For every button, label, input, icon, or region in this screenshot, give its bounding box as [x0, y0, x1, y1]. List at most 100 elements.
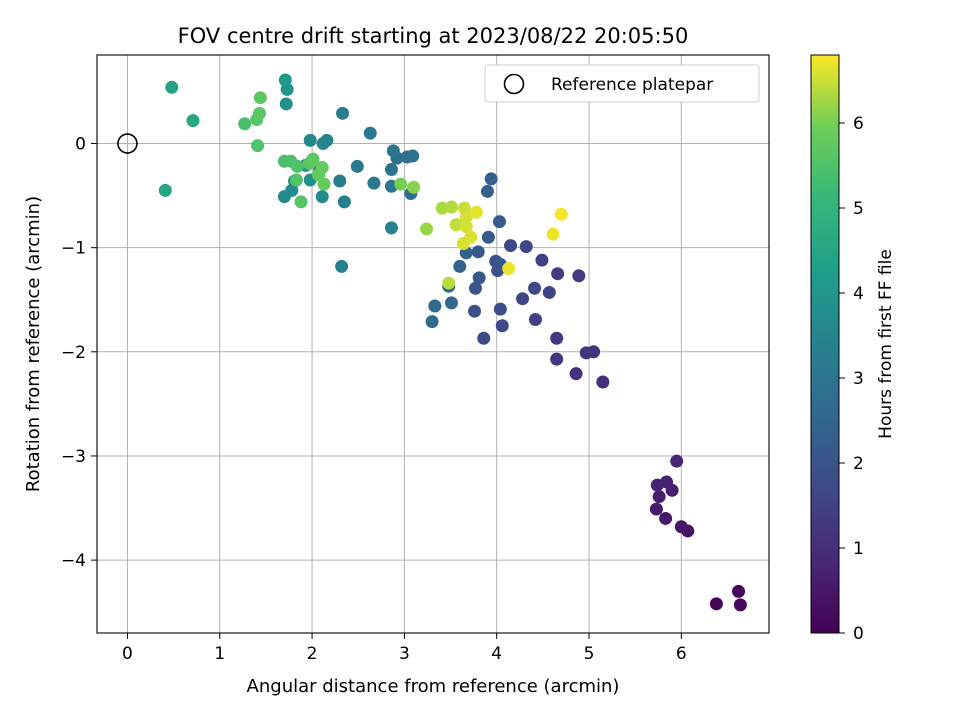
data-point — [459, 210, 473, 224]
data-point — [551, 267, 565, 281]
data-point — [502, 261, 516, 275]
data-point — [406, 149, 420, 163]
legend-reference-label: Reference platepar — [551, 75, 713, 95]
x-axis-ticks: 0 1 2 3 4 5 6 — [122, 633, 687, 664]
data-point — [294, 195, 308, 209]
data-point — [477, 331, 491, 345]
y-tick-label: −1 — [61, 239, 86, 259]
colorbar-label: Hours from first FF file — [876, 249, 896, 439]
data-point — [493, 302, 507, 316]
data-point — [472, 271, 486, 285]
data-point — [290, 159, 304, 173]
colorbar-ticks: 0 1 2 3 4 5 6 — [839, 114, 864, 644]
data-point — [317, 177, 331, 191]
data-point — [596, 375, 610, 389]
data-point — [733, 598, 747, 612]
data-point — [279, 97, 293, 111]
legend-reference-marker — [503, 73, 525, 95]
data-point — [303, 133, 317, 147]
x-tick-label: 6 — [676, 644, 687, 664]
data-point — [659, 511, 673, 525]
data-point — [238, 117, 252, 131]
colorbar-tick-label: 2 — [853, 454, 864, 474]
data-point — [158, 183, 172, 197]
colorbar-tick-label: 3 — [853, 369, 864, 389]
colorbar: 0 1 2 3 4 5 6 Hours from first FF file — [810, 54, 896, 644]
data-point — [386, 144, 400, 158]
data-point — [528, 281, 542, 295]
data-point — [444, 296, 458, 310]
data-point — [425, 315, 439, 329]
data-point — [186, 114, 200, 128]
data-point — [542, 285, 556, 299]
data-point — [674, 520, 688, 534]
data-point — [384, 221, 398, 235]
data-point — [484, 172, 498, 186]
data-point — [481, 230, 495, 244]
x-tick-label: 5 — [584, 644, 595, 664]
data-point — [306, 152, 320, 166]
data-points — [158, 73, 747, 612]
data-point — [336, 106, 350, 120]
data-point — [253, 91, 267, 105]
data-point — [459, 220, 473, 234]
legend: Reference platepar — [484, 64, 760, 103]
data-point — [316, 137, 330, 151]
data-point — [504, 239, 518, 253]
data-point — [278, 73, 292, 87]
y-tick-label: −3 — [61, 447, 86, 467]
data-point — [546, 227, 560, 241]
data-point — [350, 159, 364, 173]
data-point — [709, 597, 723, 611]
data-point — [550, 331, 564, 345]
x-tick-label: 0 — [122, 644, 133, 664]
colorbar-tick-label: 0 — [853, 624, 864, 644]
data-point — [289, 173, 303, 187]
colorbar-tick-label: 1 — [853, 539, 864, 559]
data-point — [480, 184, 494, 198]
data-point — [535, 253, 549, 267]
plot-frame — [96, 54, 770, 634]
data-point — [449, 218, 463, 232]
x-tick-label: 1 — [214, 644, 225, 664]
x-tick-label: 3 — [399, 644, 410, 664]
data-point — [468, 304, 482, 318]
x-tick-label: 4 — [491, 644, 502, 664]
data-point — [367, 176, 381, 190]
data-point — [732, 584, 746, 598]
data-point — [252, 106, 266, 120]
reference-platepar-marker — [117, 133, 138, 154]
data-point — [444, 200, 458, 214]
data-point — [652, 490, 666, 504]
data-point — [251, 139, 265, 153]
colorbar-tick-label: 6 — [853, 114, 864, 134]
chart-title: FOV centre drift starting at 2023/08/22 … — [178, 24, 689, 48]
grid-lines — [97, 55, 769, 633]
data-point — [471, 245, 485, 259]
colorbar-gradient — [810, 54, 840, 634]
x-axis-label: Angular distance from reference (arcmin) — [247, 676, 620, 697]
data-point — [569, 367, 583, 381]
data-point — [579, 346, 593, 360]
data-point — [407, 180, 421, 194]
y-axis-ticks: 0 −1 −2 −3 −4 — [61, 135, 97, 571]
data-point — [420, 222, 434, 236]
data-point — [335, 259, 349, 273]
data-point — [660, 475, 674, 489]
y-tick-label: 0 — [75, 135, 86, 155]
data-point — [315, 160, 329, 174]
data-point — [333, 174, 347, 188]
data-point — [519, 240, 533, 254]
data-point — [442, 276, 456, 290]
data-point — [554, 207, 568, 221]
data-point — [453, 259, 467, 273]
data-point — [456, 237, 470, 251]
data-point — [428, 299, 442, 313]
data-point — [528, 313, 542, 327]
data-point — [384, 163, 398, 177]
data-point — [516, 292, 530, 306]
y-tick-label: −2 — [61, 343, 86, 363]
data-point — [363, 126, 377, 140]
data-point — [670, 454, 684, 468]
